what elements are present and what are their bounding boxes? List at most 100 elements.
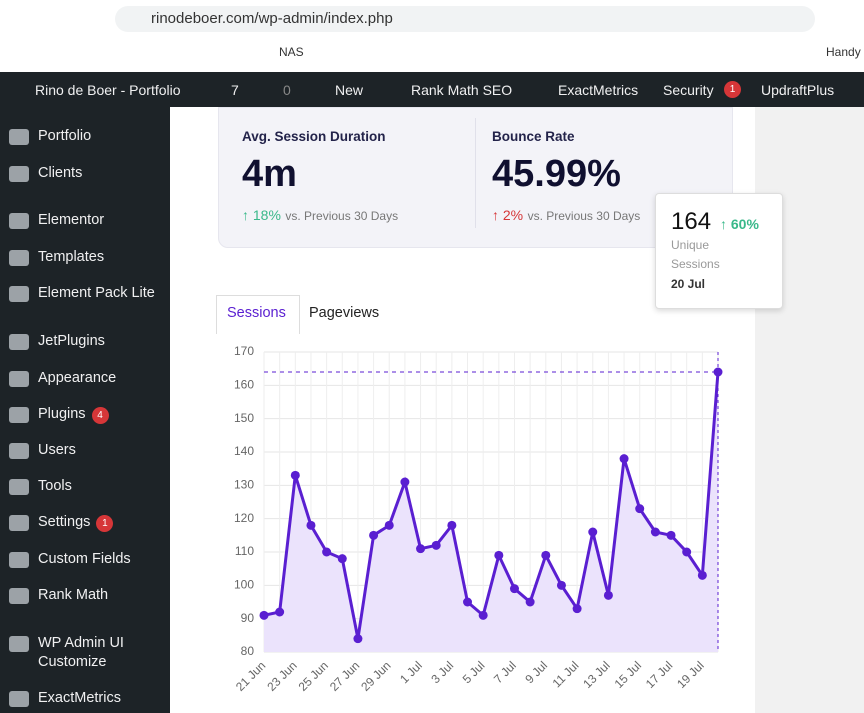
menu-item[interactable]: Appearance [38,370,117,386]
x-tick-label: 17 Jul [643,658,676,691]
point [509,584,519,594]
point [603,590,613,600]
tab[interactable]: Pageviews [309,305,380,321]
menu-icon [9,636,29,652]
point [322,547,332,557]
point [713,367,723,377]
badge: 1 [96,515,114,532]
point [369,530,379,540]
bookmark[interactable]: NAS [279,45,304,59]
bookmark[interactable]: Handy [826,45,861,59]
menu-icon [9,371,29,387]
stat-title: Bounce Rate [492,129,575,144]
stats-card: Avg. Session Duration 4m ↑ 18% vs. Previ… [218,107,733,248]
x-tick-label: 5 Jul [460,658,488,686]
updates[interactable]: 7 [231,82,239,98]
menu-item[interactable]: Security [663,82,714,98]
new[interactable]: New [335,82,364,98]
point [619,454,629,464]
stat-change: 2% [502,207,524,223]
x-tick-label: 19 Jul [674,658,707,691]
menu-item[interactable]: UpdraftPlus [761,82,835,98]
x-tick-label: 7 Jul [491,658,519,686]
menu-icon [9,588,29,604]
y-tick-label: 130 [234,478,254,492]
point [697,570,707,580]
menu-item[interactable]: Element Pack Lite [38,285,155,301]
menu-item[interactable]: Settings 1 [38,513,158,532]
badge: 4 [91,407,109,424]
x-tick-label: 25 Jun [296,658,331,693]
tab-box [216,295,300,334]
x-tick-label: 1 Jul [397,658,425,686]
menu-icon [9,691,29,707]
point [384,520,394,530]
point [259,610,269,620]
badge: 1 [724,81,741,98]
x-tick-label: 11 Jul [550,658,582,690]
menu-item[interactable]: Rank Math [38,587,109,603]
menu-icon [9,129,29,145]
menu-item[interactable]: Users [38,442,76,458]
tooltip-label: Sessions [671,257,720,271]
tooltip: 164 ↑ 60% Unique Sessions 20 Jul [655,193,783,309]
stat-comparison: vs. Previous 30 Days [527,209,641,223]
y-tick-label: 170 [234,344,254,358]
point [337,554,347,564]
y-tick-label: 90 [241,611,255,625]
menu-icon [9,213,29,229]
point [650,527,660,537]
menu-item[interactable]: Clients [38,165,83,181]
y-tick-label: 110 [235,544,254,558]
tooltip-date: 20 Jul [671,277,706,291]
menu-item[interactable]: Custom Fields [38,551,131,567]
menu-item[interactable]: Templates [38,249,105,265]
x-tick-label: 3 Jul [428,658,456,686]
menu-icon [9,334,29,350]
menu-item[interactable]: Tools [38,478,72,494]
point [525,597,535,607]
browser-bar: rinodeboer.com/wp-admin/index.php NAS Ha… [0,0,864,72]
tab[interactable]: Sessions [227,305,286,321]
admin-bar: Rino de Boer - Portfolio 7 0 New Rank Ma… [0,72,864,107]
address-bar[interactable]: rinodeboer.com/wp-admin/index.php [115,6,815,32]
point [666,530,676,540]
point [416,544,426,554]
x-tick-label: 15 Jul [612,658,645,691]
menu-icon [9,286,29,302]
point [572,604,582,614]
point [556,580,566,590]
menu-item[interactable]: ExactMetrics [38,690,121,706]
menu-icon [9,166,29,182]
tooltip-change: 60% [730,216,759,232]
menu-icon [9,250,29,266]
x-tick-label: 23 Jun [264,658,299,693]
menu-icon [9,552,29,568]
menu-item[interactable]: Rank Math SEO [411,82,513,98]
menu-item[interactable]: Plugins 4 [38,405,158,424]
comments[interactable]: 0 [283,82,291,98]
menu-item[interactable]: Elementor [38,212,105,228]
point [682,547,692,557]
point [447,520,457,530]
point [588,527,598,537]
stat-change: 18% [252,207,281,223]
point [400,477,410,487]
point [275,607,285,617]
y-tick-label: 80 [241,644,255,658]
point [306,520,316,530]
x-tick-label: 13 Jul [580,658,613,691]
menu-item[interactable]: ExactMetrics [558,82,639,98]
y-tick-label: 160 [234,378,254,392]
x-tick-label: 9 Jul [522,658,550,686]
site-name[interactable]: Rino de Boer - Portfolio [35,82,181,98]
menu-icon [9,479,29,495]
menu-item[interactable]: WP Admin UI Customize [38,635,124,670]
tooltip-value: 164 [671,208,712,235]
point [494,550,504,560]
stat-title: Avg. Session Duration [242,129,386,144]
menu-item[interactable]: JetPlugins [38,333,105,349]
menu-item[interactable]: Portfolio [38,128,92,144]
y-tick-label: 120 [234,511,254,525]
